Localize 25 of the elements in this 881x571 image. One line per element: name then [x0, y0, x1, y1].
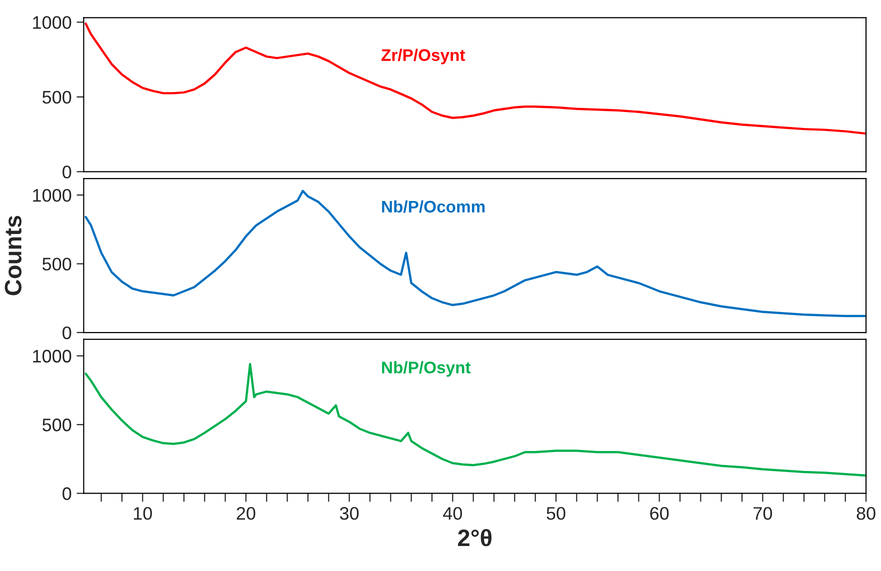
y-tick-label: 500	[42, 258, 72, 270]
text: Nb/P/Ocomm	[382, 200, 485, 213]
series-label: Zr/P/Osynt	[381, 48, 466, 64]
x-tick-label: 50	[546, 507, 566, 520]
y-tick-label: 1000	[33, 350, 72, 363]
x-tick-label: 30	[340, 507, 359, 520]
y-tick-label: 1000	[33, 188, 72, 202]
x-tick-label: 70	[754, 507, 772, 520]
x-tick-label: 10	[134, 507, 152, 520]
y-tick-label: 0	[62, 487, 72, 500]
y-tick-label: 1000	[33, 16, 72, 29]
y-tick-label: 0	[62, 326, 72, 340]
y-axis-title: Counts	[4, 216, 22, 296]
x-axis-title: 2°θ	[458, 528, 492, 546]
y-tick-label: 500	[42, 418, 72, 432]
x-tick-label: 20	[236, 507, 256, 520]
text: Nb/P/Osynt	[382, 361, 471, 377]
line-series	[84, 190, 866, 318]
y-tick-label: 500	[42, 90, 72, 104]
x-tick-label: 60	[650, 507, 669, 520]
x-tick-label: 40	[443, 507, 462, 520]
x-tick-label: 80	[856, 507, 876, 520]
line-series	[84, 22, 866, 135]
line-series	[84, 363, 866, 477]
y-tick-label: 0	[62, 166, 72, 178]
